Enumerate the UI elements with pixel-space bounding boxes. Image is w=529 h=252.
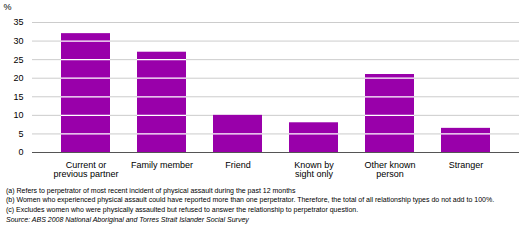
svg-text:Friend: Friend <box>225 160 251 170</box>
svg-text:10: 10 <box>13 110 23 120</box>
html-text:(b) Women who experienced phys: (b) Women who experienced physical assau… <box>6 196 495 204</box>
svg-text:0: 0 <box>18 147 23 157</box>
svg-text:30: 30 <box>13 36 23 46</box>
svg-text:%: % <box>4 2 12 12</box>
svg-text:Known bysight only: Known bysight only <box>294 160 334 179</box>
svg-text:35: 35 <box>13 17 23 27</box>
svg-text:5: 5 <box>18 129 23 139</box>
html-text:(c) Excludes women who were ph: (c) Excludes women who were physically a… <box>6 205 359 213</box>
svg-text:Family member: Family member <box>131 160 193 170</box>
svg-text:Other knownperson: Other knownperson <box>364 160 415 179</box>
svg-text:15: 15 <box>13 92 23 102</box>
svg-text:Current orprevious partner: Current orprevious partner <box>53 160 118 179</box>
svg-text:Stranger: Stranger <box>449 160 484 170</box>
svg-text:25: 25 <box>13 55 23 65</box>
html-text:(a) Refers to perpetrator of m: (a) Refers to perpetrator of most recent… <box>6 187 296 194</box>
html-text:Source: ABS 2008 National Abor: Source: ABS 2008 National Aboriginal and… <box>6 216 249 224</box>
svg-text:20: 20 <box>13 73 23 83</box>
